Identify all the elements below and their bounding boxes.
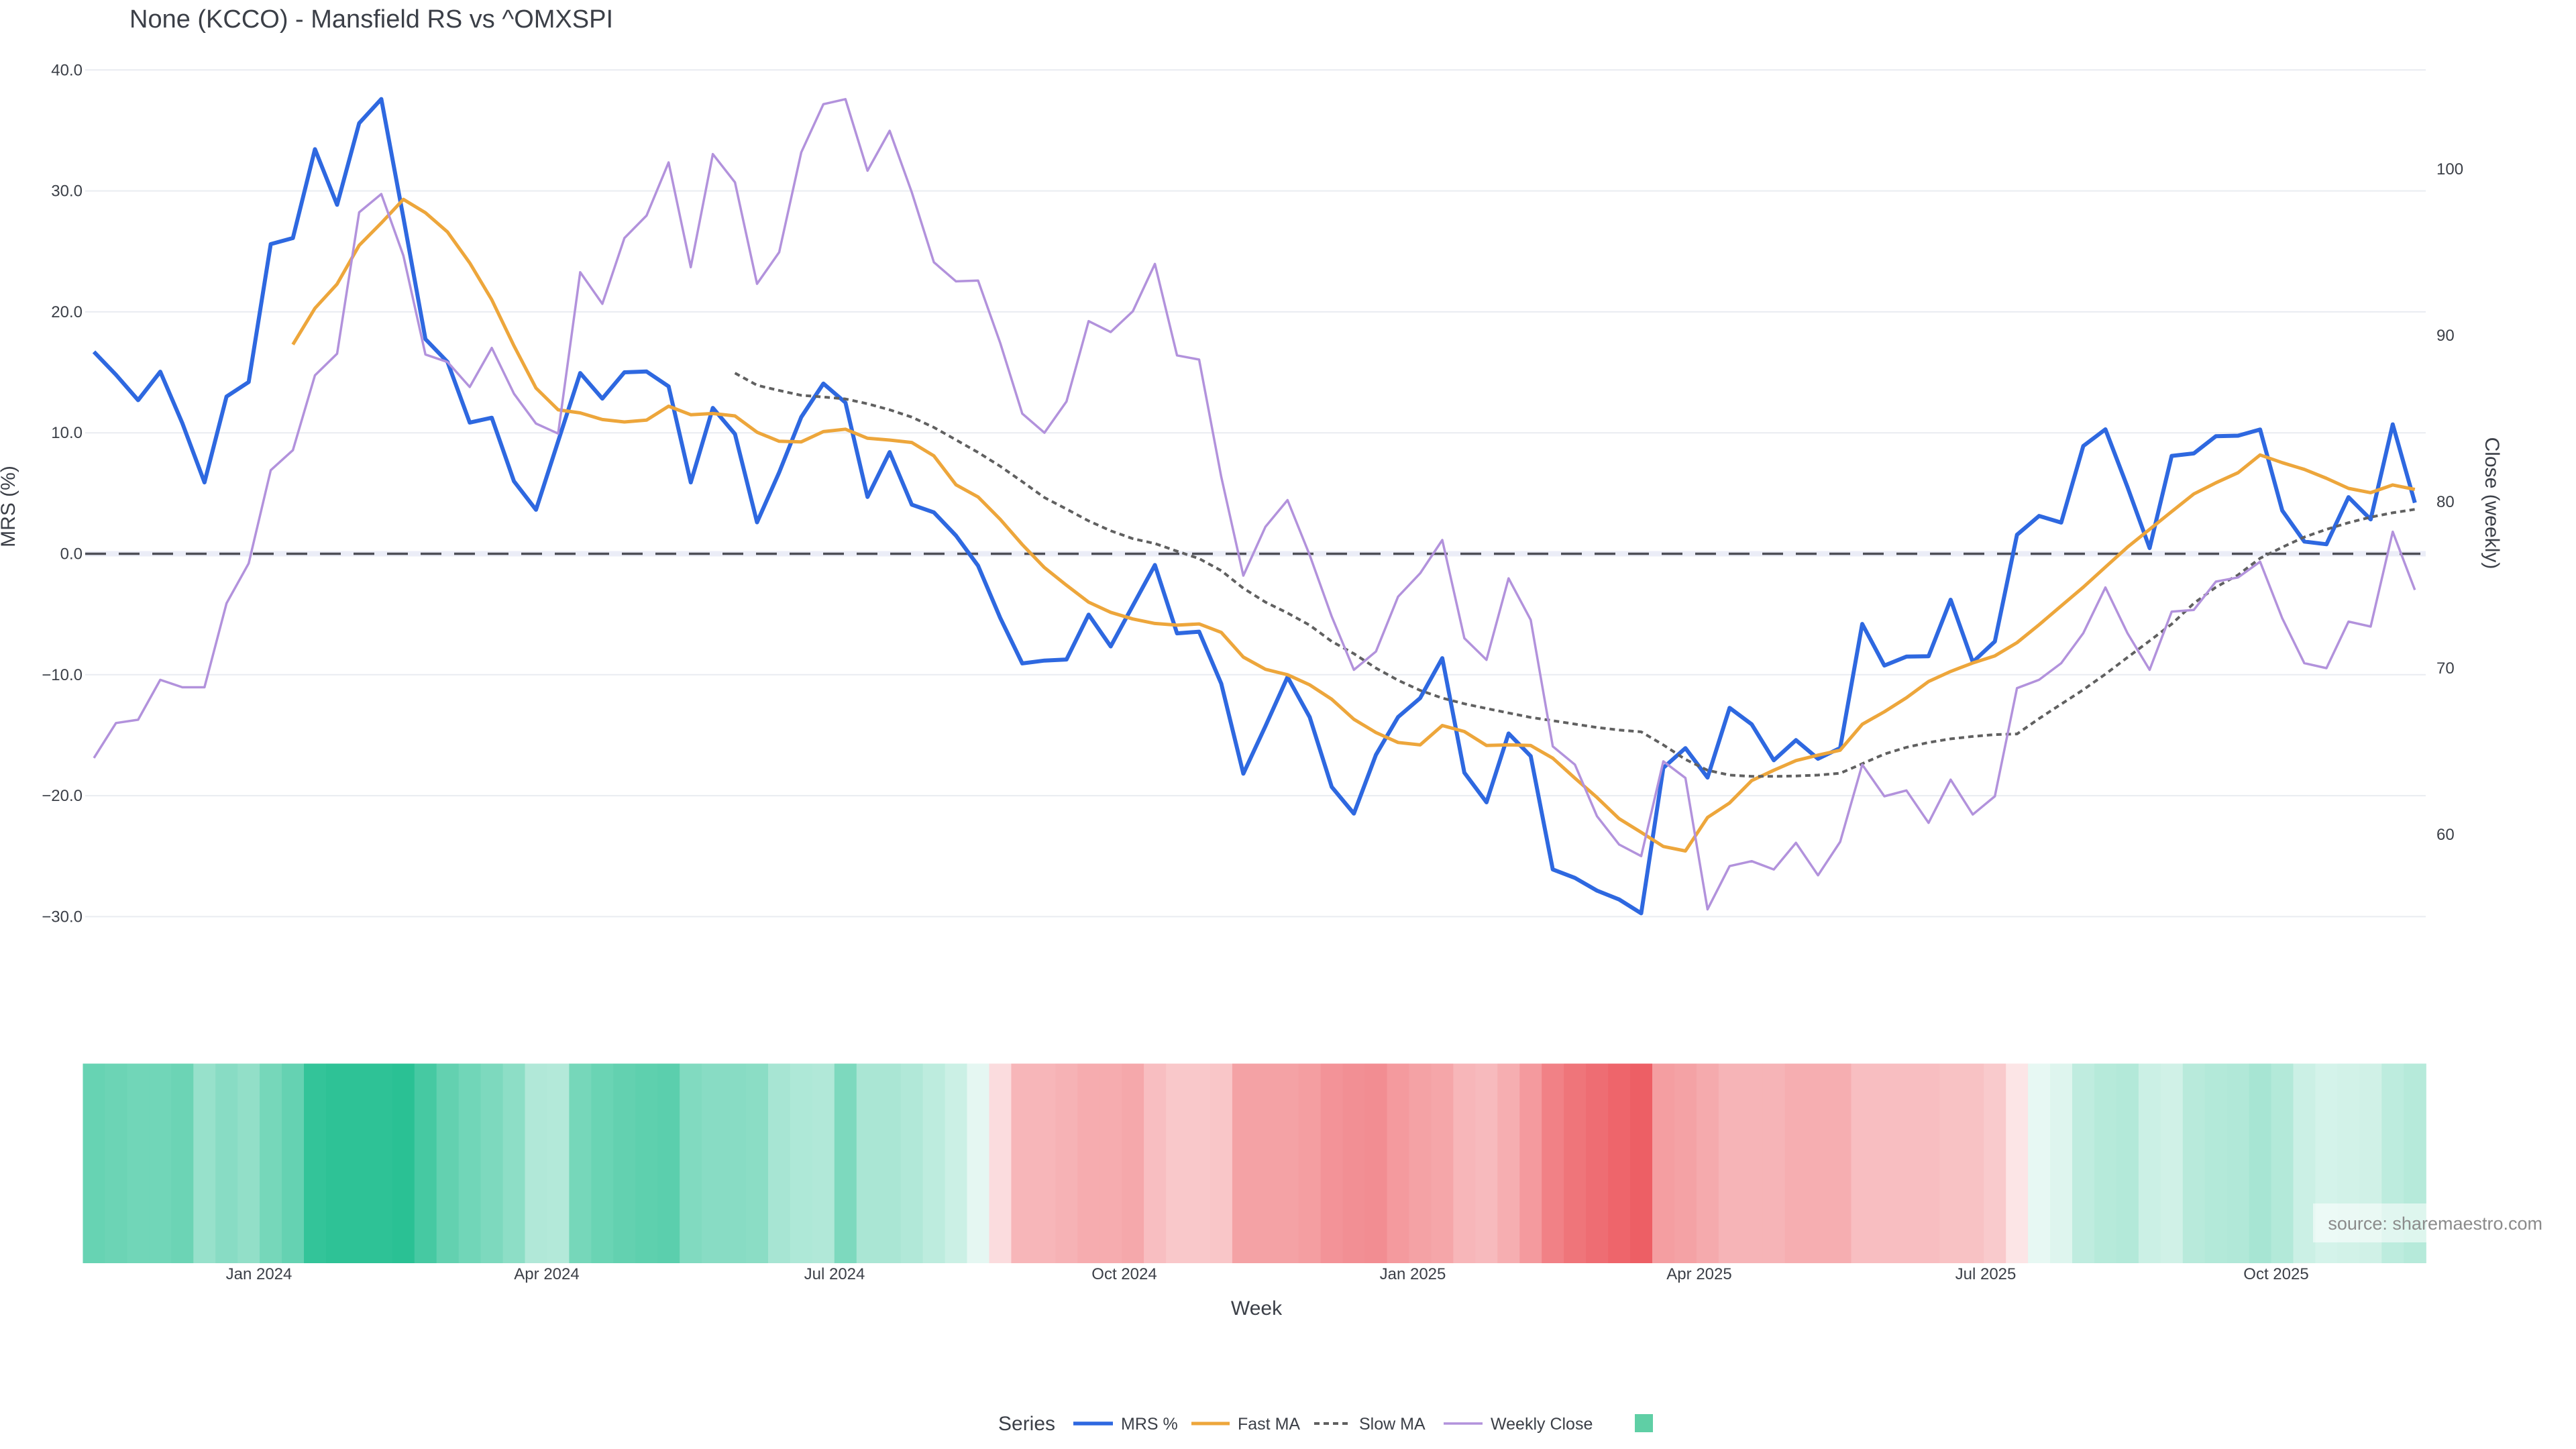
svg-text:Weekly Close: Weekly Close xyxy=(1491,1415,1593,1434)
svg-text:source: sharemaestro.com: source: sharemaestro.com xyxy=(2328,1214,2542,1234)
svg-text:Series: Series xyxy=(998,1413,1055,1435)
svg-text:Jul 2024: Jul 2024 xyxy=(804,1265,865,1283)
svg-text:Jan 2024: Jan 2024 xyxy=(226,1265,292,1283)
svg-text:Week: Week xyxy=(1231,1297,1283,1320)
svg-text:0.0: 0.0 xyxy=(60,545,83,564)
svg-text:Fast MA: Fast MA xyxy=(1238,1415,1300,1434)
svg-text:−30.0: −30.0 xyxy=(42,908,83,926)
svg-text:Oct 2025: Oct 2025 xyxy=(2243,1265,2308,1283)
svg-text:Jul 2025: Jul 2025 xyxy=(1955,1265,2017,1283)
svg-text:80: 80 xyxy=(2436,493,2455,511)
svg-text:10.0: 10.0 xyxy=(51,424,83,442)
svg-text:70: 70 xyxy=(2436,659,2455,678)
svg-text:Apr 2024: Apr 2024 xyxy=(514,1265,579,1283)
svg-text:60: 60 xyxy=(2436,826,2455,844)
svg-text:None (KCCO) - Mansfield RS vs: None (KCCO) - Mansfield RS vs ^OMXSPI xyxy=(129,5,613,34)
svg-text:−20.0: −20.0 xyxy=(42,787,83,805)
svg-text:Slow MA: Slow MA xyxy=(1359,1415,1426,1434)
svg-text:100: 100 xyxy=(2436,160,2463,178)
svg-text:20.0: 20.0 xyxy=(51,303,83,321)
svg-text:Oct 2024: Oct 2024 xyxy=(1091,1265,1157,1283)
svg-text:Jan 2025: Jan 2025 xyxy=(1380,1265,1446,1283)
svg-text:Apr 2025: Apr 2025 xyxy=(1666,1265,1731,1283)
svg-text:40.0: 40.0 xyxy=(51,61,83,79)
svg-text:Close (weekly): Close (weekly) xyxy=(2481,437,2503,570)
svg-text:30.0: 30.0 xyxy=(51,182,83,201)
svg-text:MRS %: MRS % xyxy=(1121,1415,1178,1434)
svg-text:MRS (%): MRS (%) xyxy=(0,466,19,547)
svg-text:−10.0: −10.0 xyxy=(42,666,83,684)
svg-text:90: 90 xyxy=(2436,327,2455,345)
